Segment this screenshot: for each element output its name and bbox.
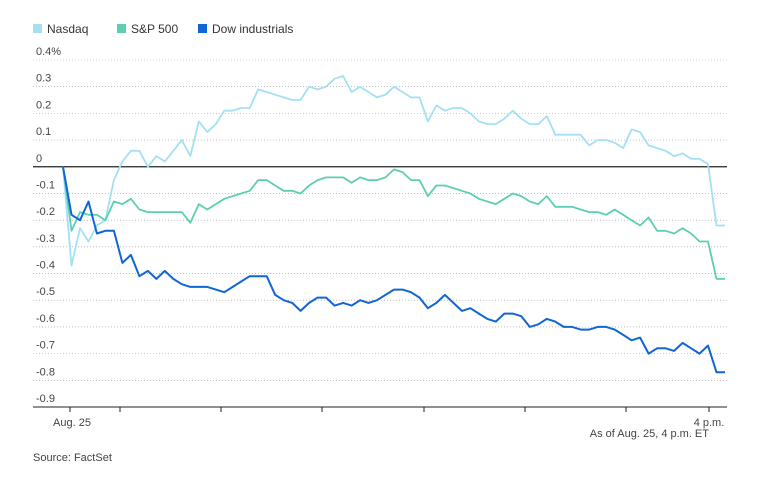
legend-swatch-dow-industrials (198, 24, 207, 33)
grid (33, 59, 727, 408)
y-tick-label: -0.3 (36, 233, 55, 245)
y-tick-label: 0.3 (36, 73, 51, 85)
legend-label-s-p-500: S&P 500 (131, 22, 178, 36)
series-line-s-p-500 (62, 166, 725, 280)
y-tick-label: -0.1 (36, 179, 55, 191)
as-of-note: As of Aug. 25, 4 p.m. ET (590, 428, 710, 440)
legend: Nasdaq S&P 500 Dow industrials (33, 22, 293, 36)
x-axis: Aug. 25 4 p.m. (33, 406, 727, 429)
legend-label-dow-industrials: Dow industrials (212, 22, 293, 36)
y-tick-label: -0.5 (36, 286, 55, 298)
y-tick-label: 0.4% (36, 46, 61, 58)
legend-swatch-s-p-500 (117, 24, 126, 33)
y-tick-label: -0.8 (36, 366, 55, 378)
y-tick-label: 0 (36, 153, 42, 165)
x-tick-label-end: 4 p.m. (694, 417, 725, 429)
x-tick-label-start: Aug. 25 (53, 417, 91, 429)
y-tick-label: 0.1 (36, 126, 51, 138)
series-line-nasdaq (62, 75, 725, 267)
y-tick-label: 0.2 (36, 99, 51, 111)
y-axis: 0.4% 0.3 0.2 0.1 0 -0.1 -0.2 -0.3 -0.4 -0.5 -0.6 -0… (36, 46, 61, 405)
y-tick-label: -0.2 (36, 206, 55, 218)
y-tick-label: -0.7 (36, 340, 55, 352)
series-line-dow-industrials (62, 166, 725, 374)
y-tick-label: -0.9 (36, 393, 55, 405)
source-note: Source: FactSet (33, 452, 112, 464)
y-tick-label: -0.4 (36, 260, 55, 272)
series-lines (62, 75, 725, 374)
legend-label-nasdaq: Nasdaq (47, 22, 88, 36)
legend-swatch-nasdaq (33, 24, 42, 33)
y-tick-label: -0.6 (36, 313, 55, 325)
